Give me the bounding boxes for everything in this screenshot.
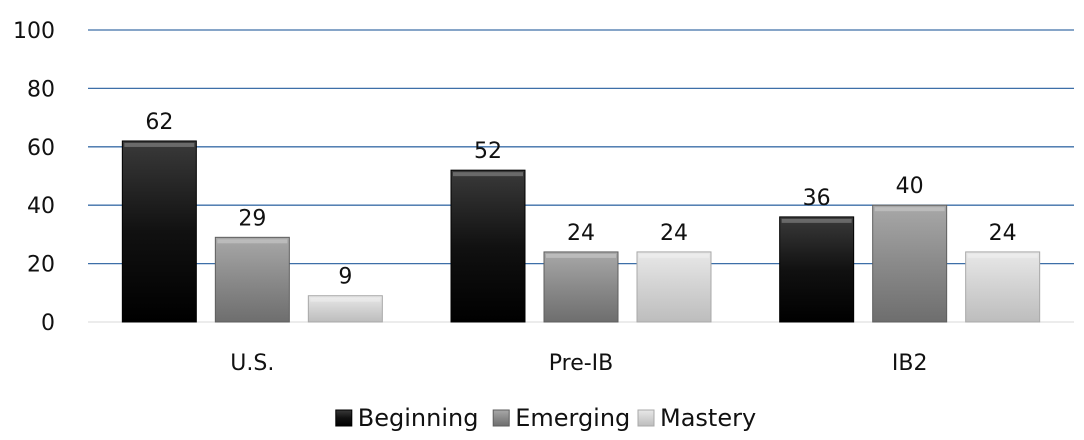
data-label: 62 (145, 110, 173, 135)
y-tick-label: 80 (27, 77, 55, 102)
bar-emerging (214, 236, 290, 323)
y-tick-label: 40 (27, 194, 55, 219)
bar-emerging (543, 251, 619, 323)
bar-highlight (967, 253, 1038, 258)
data-label: 40 (896, 174, 924, 199)
bar-mastery (965, 251, 1041, 323)
bar-beginning (779, 216, 855, 323)
bar-highlight (874, 207, 945, 212)
x-category-label: IB2 (892, 351, 928, 376)
y-tick-label: 100 (13, 19, 55, 44)
bar-mastery (307, 295, 383, 323)
bar-highlight (217, 239, 288, 244)
legend-label: Emerging (515, 404, 630, 432)
bar-highlight (310, 297, 381, 302)
legend-label: Beginning (358, 404, 479, 432)
y-tick-label: 60 (27, 136, 55, 161)
legend-swatch (335, 409, 353, 427)
data-label: 24 (567, 221, 595, 246)
bar-highlight (546, 253, 616, 258)
data-label: 24 (660, 221, 688, 246)
bar-beginning (450, 169, 526, 323)
data-label: 24 (989, 221, 1017, 246)
data-label: 29 (238, 206, 266, 231)
bar-beginning (121, 140, 197, 323)
bar-emerging (872, 204, 948, 323)
bar-highlight (781, 218, 852, 223)
data-label: 9 (338, 265, 352, 290)
legend-label: Mastery (660, 404, 756, 432)
y-tick-label: 0 (41, 311, 55, 336)
x-category-label: Pre-IB (549, 351, 614, 376)
bar-highlight (453, 172, 523, 177)
legend-swatch (492, 409, 510, 427)
bar-highlight (639, 253, 709, 258)
data-label: 52 (474, 139, 502, 164)
bar-highlight (124, 142, 195, 147)
data-label: 36 (803, 186, 831, 211)
bar-mastery (636, 251, 712, 323)
x-category-label: U.S. (230, 351, 274, 376)
y-tick-label: 20 (27, 253, 55, 278)
legend-swatch (637, 409, 655, 427)
